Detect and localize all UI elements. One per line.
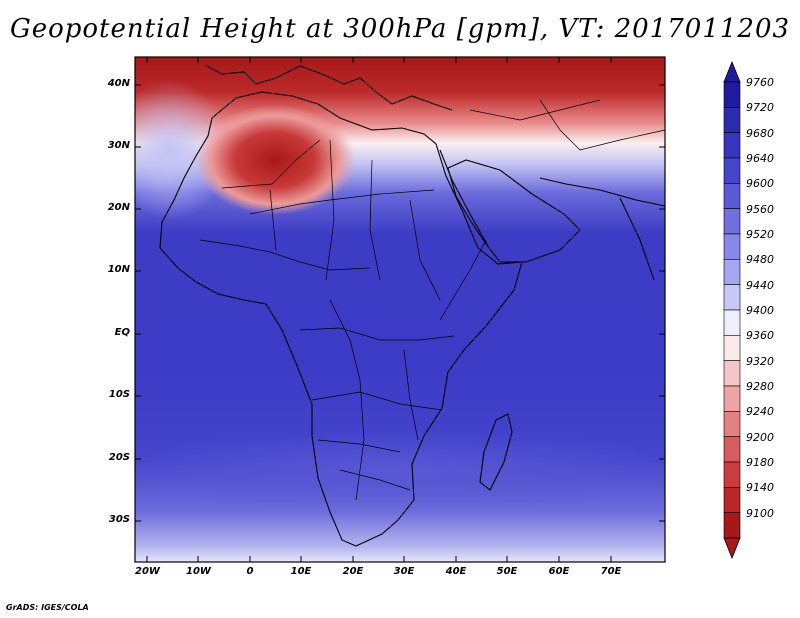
lon-tick-label: 50E [496,566,518,577]
colorbar-top-arrow [723,60,741,83]
lat-tick-label: 20S [108,452,130,463]
colorbar-label: 9720 [746,101,774,115]
colorbar-label: 9680 [746,126,774,140]
colorbar-label: 9760 [746,76,774,89]
colorbar-swatch [723,360,741,387]
colorbar-swatch [723,233,741,260]
colorbar-swatch [723,183,741,209]
colorbar-swatch [723,107,741,133]
colorbar-swatch [723,157,741,184]
lat-tick-label: 10N [107,264,130,275]
lon-tick-label: 30E [393,566,415,577]
coastlines [159,64,666,547]
colorbar-label: 9280 [746,380,774,393]
lat-tick-label: 30S [108,514,130,525]
credit-text: GrADS: IGES/COLA [6,603,89,612]
lat-tick-label: EQ [114,327,130,338]
colorbar-label: 9360 [746,329,774,343]
colorbar-swatch [723,512,741,539]
lon-tick-label: 10W [186,566,211,577]
colorbar-label: 9560 [746,202,774,216]
lon-tick-label: 70E [600,566,622,577]
colorbar-label: 9240 [746,405,774,419]
plot-frame [134,56,666,563]
colorbar-label: 9480 [746,253,774,267]
lat-tick-label: 20N [107,202,130,213]
colorbar [723,60,741,560]
lon-tick-label: 60E [548,566,570,577]
lon-tick-label: 0 [246,566,254,577]
colorbar-label: 9520 [746,228,774,241]
colorbar-swatch [723,81,741,108]
colorbar-swatch [723,208,741,235]
lat-tick-label: 40N [107,78,130,89]
lat-tick-label: 30N [107,140,130,151]
colorbar-swatch [723,461,741,488]
colorbar-label: 9400 [746,304,774,317]
lon-tick-label: 10E [290,566,312,577]
colorbar-swatch [723,259,741,285]
lon-tick-label: 20W [135,566,160,577]
colorbar-swatch [723,487,741,513]
colorbar-label: 9600 [746,177,774,191]
colorbar-swatch [723,335,741,361]
map-title: Geopotential Height at 300hPa [gpm], VT:… [9,14,791,44]
colorbar-swatch [723,284,741,311]
country-borders [199,99,666,501]
lat-tick-label: 10S [108,389,130,400]
height-field [135,57,665,562]
colorbar-label: 9180 [746,456,774,469]
lon-tick-label: 40E [445,566,467,577]
axis-ticks [135,57,665,562]
colorbar-label: 9320 [746,354,774,368]
lon-tick-label: 20E [342,566,364,577]
colorbar-swatch [723,309,741,336]
colorbar-swatch [723,436,741,463]
colorbar-label: 9100 [746,506,774,520]
colorbar-label: 9640 [746,152,774,165]
colorbar-swatch [723,411,741,437]
colorbar-label: 9200 [746,430,774,444]
colorbar-bottom-arrow [723,537,741,560]
colorbar-label: 9140 [746,481,774,495]
colorbar-swatch [723,385,741,412]
colorbar-swatch [723,132,741,159]
colorbar-label: 9440 [746,278,774,292]
